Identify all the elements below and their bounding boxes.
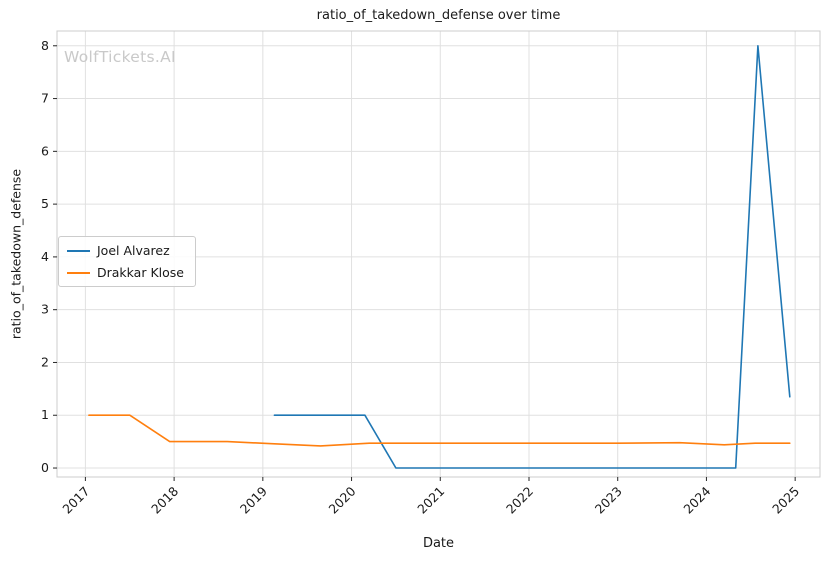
legend-line-sample-blue <box>67 249 90 252</box>
x-tick-label: 2018 <box>148 483 181 516</box>
legend-item: Joel Alvarez <box>67 243 184 258</box>
y-tick-label: 6 <box>41 143 49 158</box>
y-tick-label: 8 <box>41 38 49 53</box>
y-axis-label: ratio_of_takedown_defense <box>8 168 24 340</box>
x-tick-label: 2025 <box>769 484 802 517</box>
y-tick-label: 3 <box>41 302 49 317</box>
x-axis-label: Date <box>422 536 455 551</box>
x-tick-label: 2021 <box>414 484 447 517</box>
series-line-drakkar-klose <box>88 414 791 447</box>
legend-label: Drakkar Klose <box>97 265 184 280</box>
y-tick-label: 0 <box>41 460 49 475</box>
x-tick-label: 2019 <box>237 483 270 516</box>
legend-item: Drakkar Klose <box>67 265 184 280</box>
axis-ticks <box>53 45 796 481</box>
x-tick-label: 2022 <box>503 484 536 517</box>
x-tick-label: 2017 <box>59 484 92 517</box>
legend: Joel Alvarez Drakkar Klose <box>58 236 196 287</box>
y-tick-label: 5 <box>41 196 49 211</box>
plot-border <box>56 30 821 478</box>
chart-title: ratio_of_takedown_defense over time <box>316 8 561 23</box>
watermark: WolfTickets.AI <box>64 48 176 66</box>
x-tick-label: 2023 <box>592 484 625 517</box>
y-tick-label: 1 <box>41 407 49 422</box>
x-tick-label: 2020 <box>326 483 359 516</box>
legend-label: Joel Alvarez <box>97 243 170 258</box>
y-tick-label: 7 <box>41 91 49 106</box>
y-tick-label: 4 <box>41 249 49 264</box>
y-tick-label: 2 <box>41 354 49 369</box>
legend-line-sample-orange <box>67 271 90 274</box>
series-line-joel-alvarez <box>273 44 791 469</box>
x-tick-label: 2024 <box>680 483 713 516</box>
